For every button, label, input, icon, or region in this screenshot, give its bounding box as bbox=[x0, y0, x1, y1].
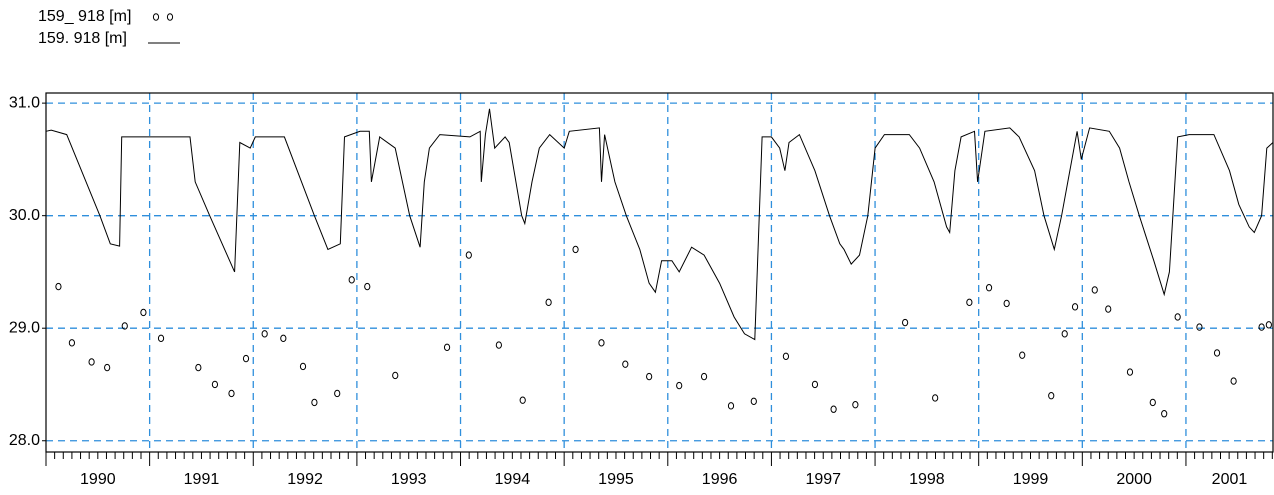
data-point bbox=[1091, 286, 1098, 294]
data-point bbox=[140, 308, 147, 317]
data-point bbox=[443, 343, 451, 352]
data-point bbox=[228, 389, 235, 398]
data-point bbox=[242, 354, 250, 363]
data-point bbox=[598, 339, 605, 347]
data-point bbox=[646, 372, 653, 381]
data-point bbox=[1048, 392, 1055, 400]
data-point bbox=[830, 405, 837, 413]
data-point bbox=[104, 363, 111, 372]
data-point bbox=[572, 245, 579, 254]
x-tick-label: 1995 bbox=[598, 471, 634, 488]
data-point bbox=[495, 341, 502, 349]
data-point bbox=[852, 401, 859, 409]
plot-frame bbox=[45, 92, 1274, 453]
x-tick-label: 2001 bbox=[1212, 471, 1248, 488]
data-point bbox=[966, 298, 973, 307]
data-point bbox=[811, 380, 819, 389]
x-tick-label: 1997 bbox=[805, 471, 841, 488]
x-tick-label: 1992 bbox=[287, 471, 323, 488]
data-point bbox=[55, 282, 62, 291]
data-point bbox=[68, 339, 76, 347]
data-point bbox=[932, 394, 939, 402]
data-point bbox=[465, 251, 472, 259]
x-tick-label: 2000 bbox=[1116, 471, 1152, 488]
data-point bbox=[985, 283, 993, 292]
x-tick-label: 1990 bbox=[80, 471, 116, 488]
y-tick-label: 28.0 bbox=[9, 432, 40, 449]
data-point bbox=[1161, 410, 1168, 418]
data-point bbox=[299, 362, 307, 371]
data-point bbox=[334, 389, 341, 398]
data-point bbox=[88, 358, 95, 366]
data-point bbox=[157, 334, 165, 343]
x-tick-label: 1994 bbox=[495, 471, 531, 488]
data-point bbox=[1213, 349, 1221, 357]
data-point bbox=[622, 360, 629, 368]
data-point bbox=[1126, 368, 1134, 376]
data-point bbox=[1149, 398, 1156, 407]
data-point bbox=[195, 363, 202, 372]
data-point bbox=[1071, 303, 1079, 311]
data-point bbox=[1265, 321, 1272, 329]
x-tick-label: 1993 bbox=[391, 471, 427, 488]
data-point bbox=[392, 371, 399, 380]
data-point bbox=[545, 298, 552, 307]
data-point bbox=[1174, 313, 1181, 321]
x-tick-label: 1998 bbox=[909, 471, 945, 488]
legend-marker bbox=[166, 13, 174, 21]
data-point bbox=[727, 402, 735, 410]
data-point bbox=[676, 381, 683, 390]
data-point bbox=[348, 276, 355, 284]
data-point bbox=[211, 380, 219, 389]
legend-marker bbox=[152, 13, 160, 21]
data-point bbox=[261, 330, 268, 338]
data-point bbox=[311, 398, 318, 407]
data-point bbox=[700, 372, 708, 381]
data-point bbox=[280, 334, 287, 343]
data-point bbox=[121, 322, 128, 330]
data-point bbox=[1019, 351, 1026, 359]
legend-label: 159_ 918 [m] bbox=[38, 8, 131, 25]
legend-label: 159. 918 [m] bbox=[38, 30, 127, 47]
data-point bbox=[1230, 377, 1237, 385]
y-tick-label: 29.0 bbox=[9, 319, 40, 336]
x-tick-label: 1996 bbox=[702, 471, 738, 488]
data-point bbox=[1196, 323, 1203, 331]
data-line bbox=[45, 108, 1274, 341]
y-tick-label: 31.0 bbox=[9, 94, 40, 111]
x-tick-label: 1991 bbox=[184, 471, 220, 488]
data-point bbox=[1003, 299, 1010, 308]
data-point bbox=[1105, 305, 1112, 313]
data-point bbox=[519, 396, 526, 404]
data-point bbox=[782, 352, 790, 361]
data-point bbox=[902, 318, 909, 327]
data-point bbox=[1061, 330, 1068, 338]
data-point bbox=[364, 282, 371, 291]
y-tick-label: 30.0 bbox=[9, 207, 40, 224]
x-tick-label: 1999 bbox=[1013, 471, 1049, 488]
data-point bbox=[750, 397, 757, 406]
data-point bbox=[1258, 323, 1265, 331]
